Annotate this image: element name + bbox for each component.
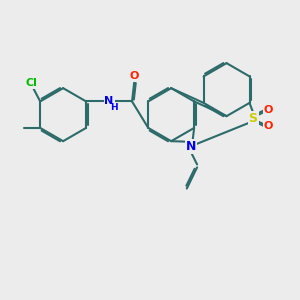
Text: O: O bbox=[130, 71, 139, 81]
Text: H: H bbox=[110, 103, 118, 112]
Text: O: O bbox=[264, 105, 273, 115]
Text: N: N bbox=[186, 140, 196, 153]
Text: Cl: Cl bbox=[26, 78, 37, 88]
Text: O: O bbox=[264, 122, 273, 131]
Text: N: N bbox=[104, 96, 114, 106]
Text: S: S bbox=[248, 112, 257, 125]
